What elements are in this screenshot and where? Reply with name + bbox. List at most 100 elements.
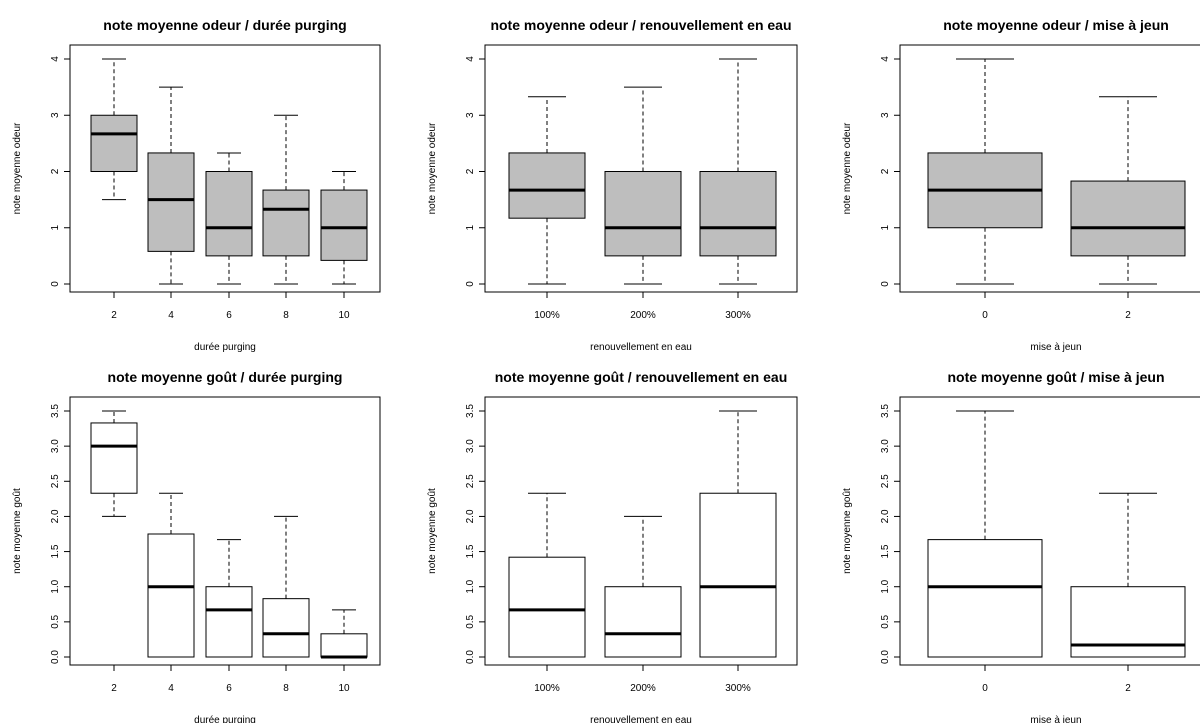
x-tick-label: 6 (226, 683, 232, 694)
iqr-box (90, 422, 138, 494)
x-tick-label: 0 (982, 310, 988, 321)
y-tick-label: 3 (880, 112, 891, 118)
x-axis-label: mise à jeun (1030, 342, 1081, 353)
y-tick-label: 0.5 (465, 614, 476, 628)
y-axis-label: note moyenne odeur (842, 122, 853, 214)
box-2 (1070, 492, 1186, 658)
x-tick-label: 2 (1125, 310, 1131, 321)
panel-4: note moyenne goût / durée purging 0.0 0.5 1… (12, 369, 381, 723)
plot-frame (899, 44, 1200, 293)
x-axis-label: renouvellement en eau (590, 715, 692, 723)
box-4 (147, 492, 195, 658)
y-tick-label: 4 (50, 56, 61, 62)
plot-frame (484, 396, 798, 666)
x-axis-label: mise à jeun (1030, 715, 1081, 723)
y-tick-label: 1.5 (880, 544, 891, 558)
x-tick-label: 0 (982, 683, 988, 694)
y-axis-label: note moyenne goût (842, 488, 853, 574)
y-tick-label: 3 (465, 112, 476, 118)
box-8 (262, 114, 310, 285)
chart-title: note moyenne goût / renouvellement en ea… (495, 369, 788, 385)
x-tick-label: 6 (226, 310, 232, 321)
box-300% (699, 58, 777, 285)
y-axis-label: note moyenne odeur (427, 122, 438, 214)
iqr-box (147, 533, 195, 658)
iqr-box (508, 556, 586, 658)
x-axis-label: durée purging (194, 715, 256, 723)
plot-frame (899, 396, 1200, 666)
y-tick-label: 1.5 (465, 544, 476, 558)
x-tick-label: 8 (283, 310, 289, 321)
y-tick-label: 2.5 (50, 474, 61, 488)
y-tick-label: 3.5 (880, 404, 891, 418)
x-tick-label: 10 (338, 683, 350, 694)
y-tick-label: 3.0 (880, 439, 891, 453)
box-100% (508, 492, 586, 658)
iqr-box (262, 189, 310, 257)
box-2 (90, 58, 138, 201)
x-axis-label: durée purging (194, 342, 256, 353)
box-0 (927, 410, 1043, 658)
box-300% (699, 410, 777, 658)
y-tick-label: 0.0 (465, 650, 476, 664)
y-tick-label: 0.0 (50, 650, 61, 664)
y-tick-label: 0.5 (50, 614, 61, 628)
iqr-box (699, 171, 777, 257)
y-tick-label: 2.0 (880, 509, 891, 523)
y-tick-label: 0 (880, 281, 891, 287)
y-tick-label: 1.0 (50, 579, 61, 593)
y-tick-label: 3.0 (50, 439, 61, 453)
y-tick-label: 1 (50, 225, 61, 231)
plot-frame (484, 44, 798, 293)
box-6 (205, 152, 253, 285)
box-8 (262, 515, 310, 658)
y-tick-label: 1 (880, 225, 891, 231)
x-axis-label: renouvellement en eau (590, 342, 692, 353)
x-tick-label: 100% (534, 683, 560, 694)
y-tick-label: 3 (50, 112, 61, 118)
y-tick-label: 3.5 (465, 404, 476, 418)
iqr-box (604, 171, 682, 257)
iqr-box (1070, 180, 1186, 257)
iqr-box (205, 171, 253, 257)
chart-title: note moyenne odeur / mise à jeun (943, 17, 1169, 33)
iqr-box (147, 152, 195, 252)
x-tick-label: 8 (283, 683, 289, 694)
y-tick-label: 2 (465, 168, 476, 174)
iqr-box (927, 539, 1043, 658)
box-200% (604, 86, 682, 285)
x-tick-label: 4 (168, 683, 174, 694)
plot-frame (69, 44, 381, 293)
y-axis-label: note moyenne odeur (12, 122, 23, 214)
y-tick-label: 0.0 (880, 650, 891, 664)
y-tick-label: 3.0 (465, 439, 476, 453)
y-tick-label: 1.0 (880, 579, 891, 593)
panel-2: note moyenne odeur / renouvellement en e… (427, 17, 798, 353)
y-tick-label: 0 (50, 281, 61, 287)
x-tick-label: 2 (111, 310, 117, 321)
box-200% (604, 515, 682, 658)
iqr-box (508, 152, 586, 219)
box-100% (508, 96, 586, 285)
y-tick-label: 2.0 (50, 509, 61, 523)
chart-title: note moyenne odeur / renouvellement en e… (490, 17, 791, 33)
y-tick-label: 2.5 (465, 474, 476, 488)
y-tick-label: 2 (880, 168, 891, 174)
box-6 (205, 539, 253, 658)
panel-5: note moyenne goût / renouvellement en ea… (427, 369, 798, 723)
panel-1: note moyenne odeur / durée purging 0 1 2 3 4 n… (12, 17, 381, 353)
y-tick-label: 3.5 (50, 404, 61, 418)
y-tick-label: 1.0 (465, 579, 476, 593)
x-tick-label: 2 (111, 683, 117, 694)
y-tick-label: 4 (465, 56, 476, 62)
x-tick-label: 300% (725, 683, 751, 694)
y-tick-label: 0 (465, 281, 476, 287)
y-tick-label: 2 (50, 168, 61, 174)
box-2 (90, 410, 138, 517)
y-axis-label: note moyenne goût (427, 488, 438, 574)
y-tick-label: 2.5 (880, 474, 891, 488)
chart-title: note moyenne goût / durée purging (108, 369, 343, 385)
panel-3: note moyenne odeur / mise à jeun 0 1 2 3 4 not… (842, 17, 1200, 353)
iqr-box (699, 492, 777, 658)
plot-frame (69, 396, 381, 666)
